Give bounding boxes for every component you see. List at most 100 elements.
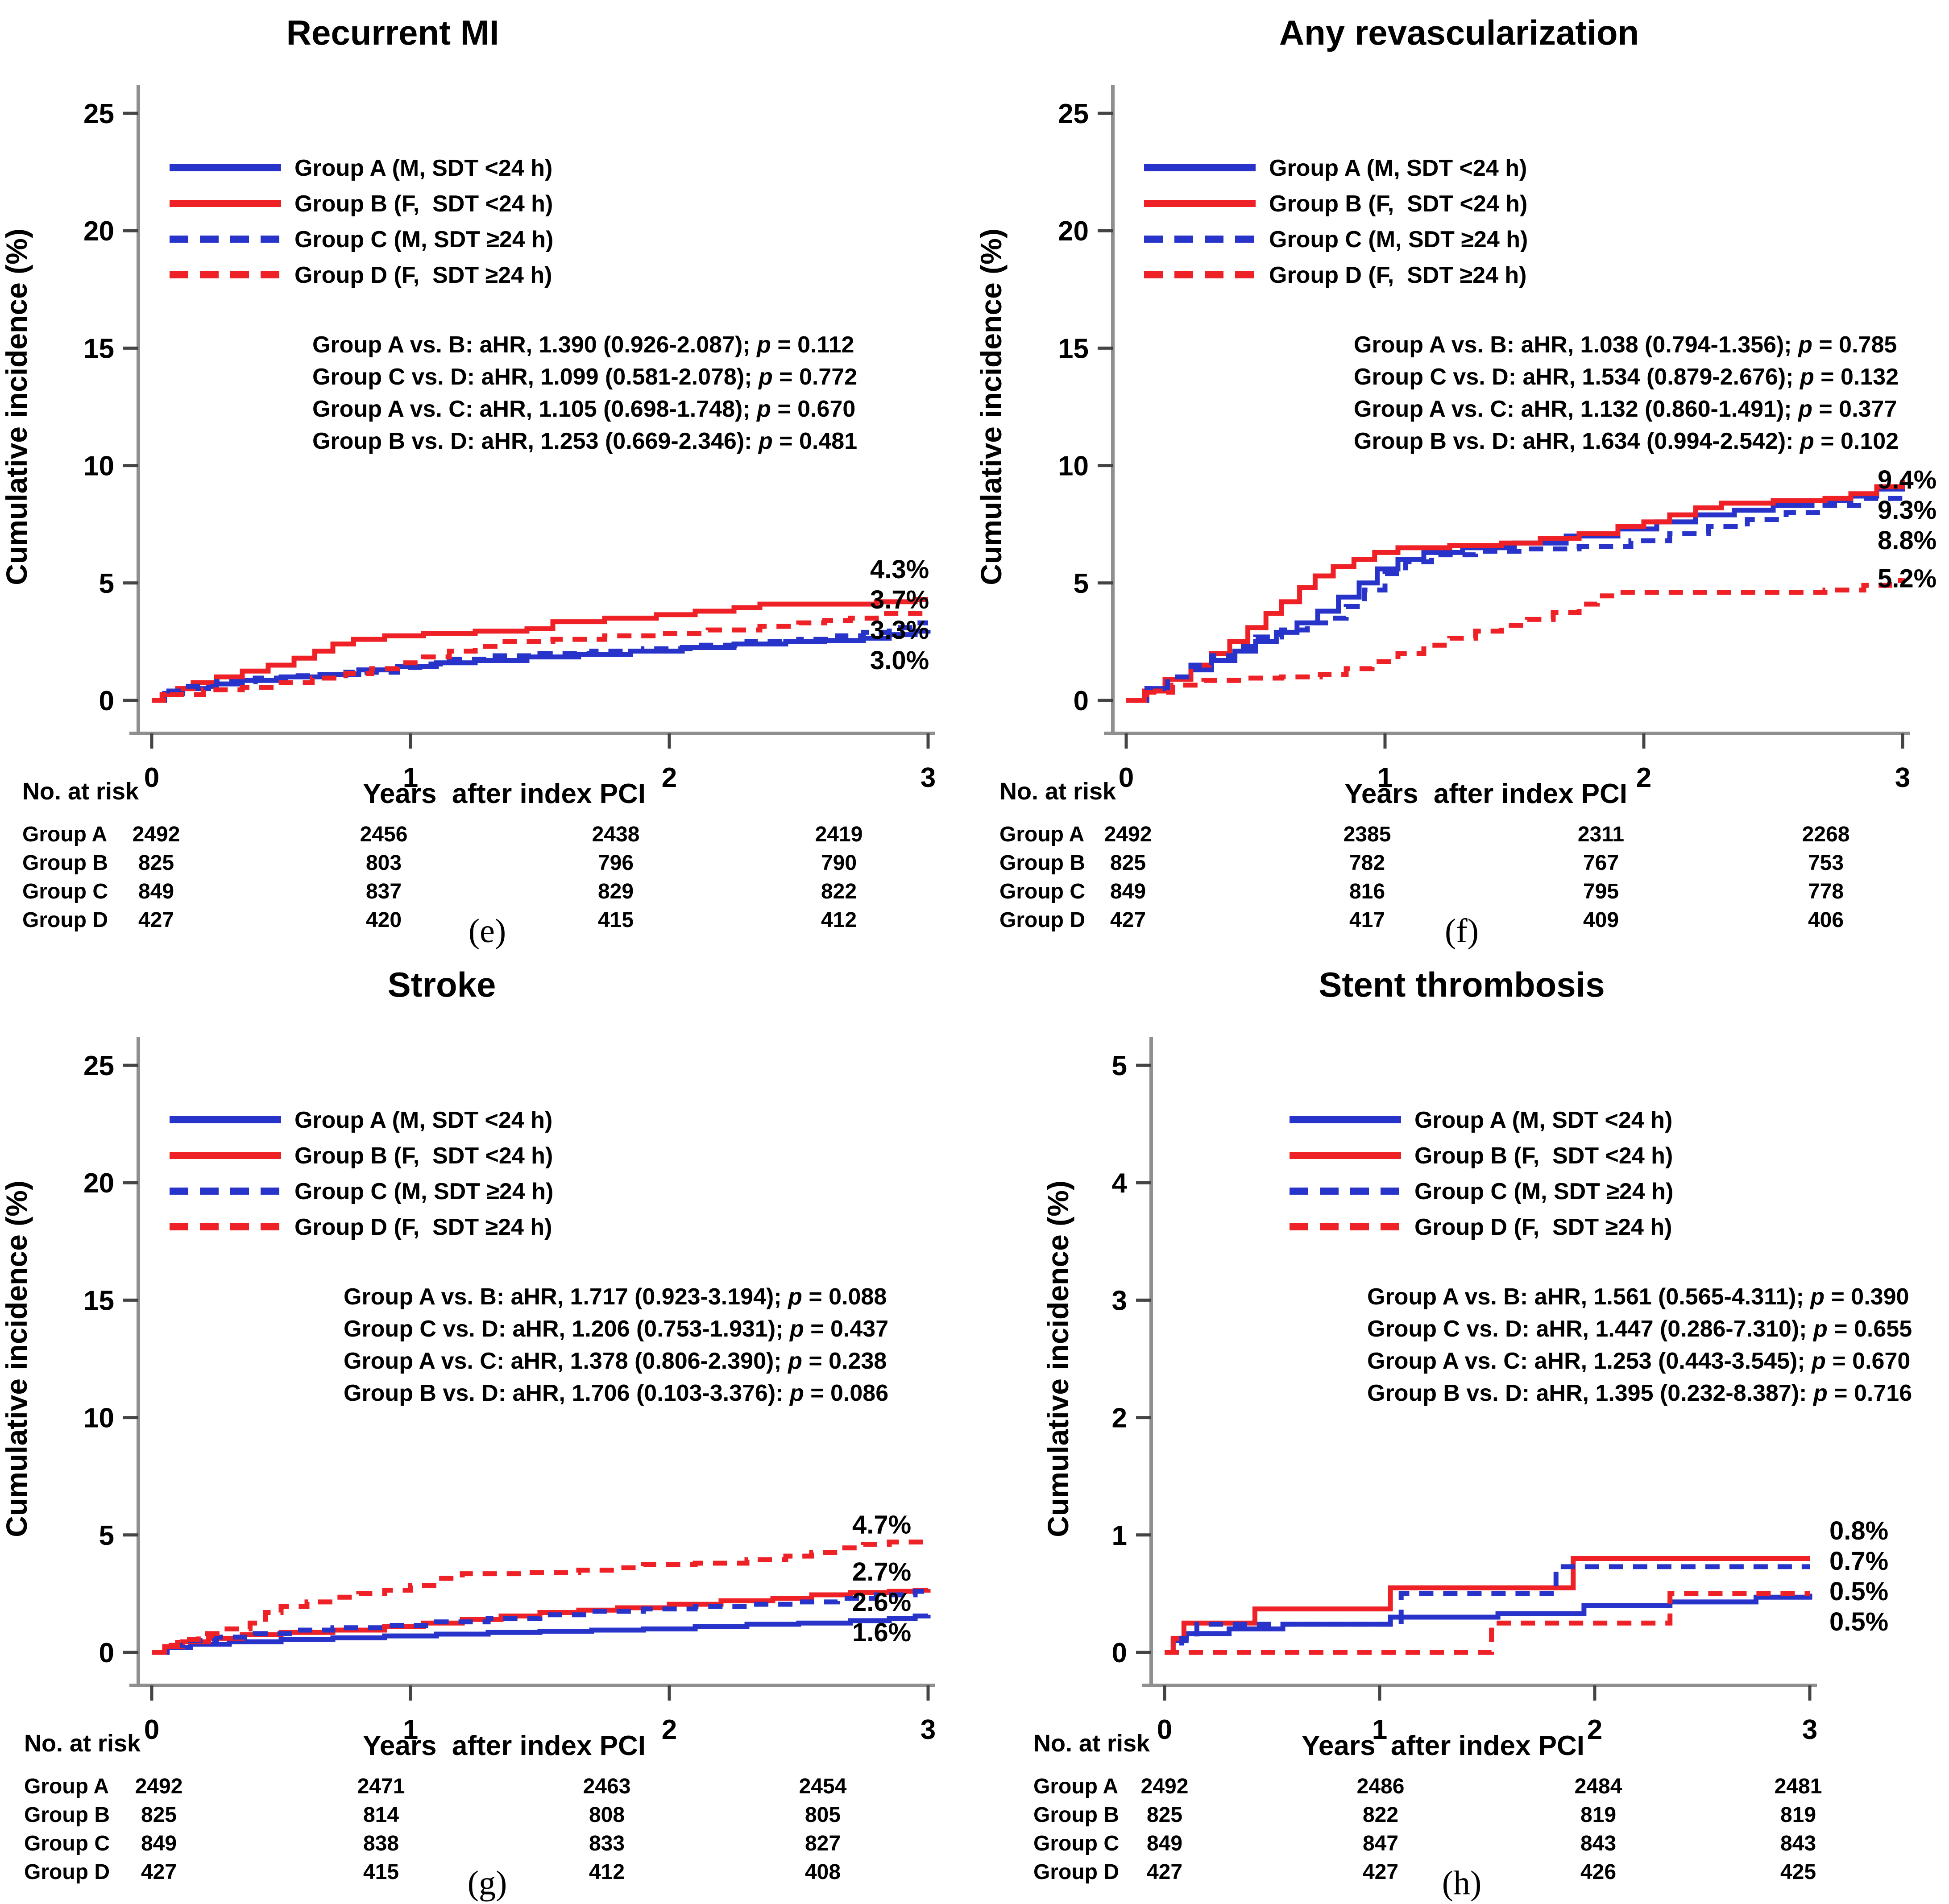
- legend-item-group-A: Group A (M, SDT <24 h): [170, 150, 553, 186]
- legend-label: Group B (F, SDT <24 h): [1269, 190, 1528, 216]
- stat-lead: Group B vs. D: aHR, 1.253 (0.669-2.346):: [312, 427, 759, 454]
- solid-line-swatch-icon: [170, 1116, 281, 1123]
- risk-value: 819: [1580, 1803, 1617, 1827]
- risk-value: 2486: [1356, 1775, 1405, 1799]
- dashed-line-swatch-icon: [170, 1188, 281, 1195]
- end-label-group-B: 0.8%: [1829, 1516, 1888, 1545]
- risk-row-label: Group B: [1033, 1803, 1119, 1827]
- equals-sign: =: [804, 1315, 830, 1342]
- dashed-line-swatch-icon: [170, 1223, 281, 1230]
- risk-row-label: Group D: [22, 908, 108, 932]
- p-value: 0.088: [829, 1283, 887, 1310]
- risk-value: 2481: [1774, 1775, 1822, 1799]
- stat-line: Group A vs. B: aHR, 1.390 (0.926-2.087);…: [312, 328, 857, 360]
- legend-item-group-A: Group A (M, SDT <24 h): [1290, 1102, 1673, 1138]
- y-tick-label: 4: [1112, 1168, 1128, 1199]
- risk-value: 2492: [135, 1775, 183, 1799]
- legend-item-group-B: Group B (F, SDT <24 h): [1144, 186, 1528, 221]
- p-symbol: p: [789, 1379, 804, 1406]
- curve-group-D: [152, 611, 928, 703]
- stat-line: Group B vs. D: aHR, 1.634 (0.994-2.542):…: [1354, 425, 1899, 457]
- legend-label: Group B (F, SDT <24 h): [294, 190, 553, 216]
- risk-value: 837: [365, 880, 402, 904]
- stat-line: Group A vs. B: aHR, 1.038 (0.794-1.356);…: [1354, 328, 1899, 360]
- p-value: 0.716: [1854, 1379, 1912, 1406]
- risk-value: 406: [1808, 908, 1844, 932]
- y-tick-label: 0: [99, 686, 114, 716]
- risk-value: 412: [589, 1860, 625, 1884]
- y-tick-label: 25: [1058, 99, 1089, 129]
- solid-line-swatch-icon: [1144, 200, 1256, 207]
- p-symbol: p: [757, 395, 771, 422]
- stat-line: Group A vs. B: aHR, 1.717 (0.923-3.194);…: [344, 1280, 888, 1312]
- risk-value: 409: [1583, 908, 1619, 932]
- legend-item-group-A: Group A (M, SDT <24 h): [170, 1102, 553, 1138]
- risk-value: 2419: [815, 823, 863, 847]
- legend-label: Group D (F, SDT ≥24 h): [1269, 261, 1527, 288]
- risk-value: 825: [138, 851, 174, 875]
- curve-group-C: [152, 1589, 928, 1655]
- stat-line: Group A vs. C: aHR, 1.105 (0.698-1.748);…: [312, 393, 857, 425]
- x-tick-label: 1: [1377, 762, 1393, 793]
- curve-group-B: [1165, 1556, 1810, 1655]
- hazard-ratio-stats: Group A vs. B: aHR, 1.038 (0.794-1.356);…: [1354, 328, 1899, 457]
- stat-lead: Group C vs. D: aHR, 1.099 (0.581-2.078);: [312, 363, 759, 390]
- p-value: 0.655: [1854, 1315, 1912, 1342]
- p-symbol: p: [1810, 1283, 1825, 1310]
- end-label-group-A: 3.0%: [870, 646, 929, 675]
- risk-value: 778: [1808, 880, 1844, 904]
- stat-lead: Group A vs. C: aHR, 1.253 (0.443-3.545);: [1367, 1347, 1812, 1374]
- equals-sign: =: [1825, 1347, 1853, 1374]
- p-value: 0.086: [830, 1379, 889, 1406]
- risk-value: 427: [1110, 908, 1146, 932]
- panel-stroke: 0 5 10 15 20 25 0 1 2 3 Cumulative incidence (%) 4.…: [0, 952, 974, 1904]
- risk-value: 417: [1349, 908, 1385, 932]
- end-label-group-C: 0.7%: [1829, 1547, 1888, 1576]
- p-value: 0.785: [1839, 331, 1897, 358]
- x-tick-label: 3: [921, 762, 936, 793]
- risk-value: 2492: [1140, 1775, 1189, 1799]
- y-axis-label: Cumulative incidence (%): [0, 1180, 33, 1537]
- panel-title: Stent thrombosis: [1319, 966, 1605, 1005]
- stat-lead: Group A vs. B: aHR, 1.390 (0.926-2.087);: [312, 331, 757, 358]
- stat-lead: Group A vs. B: aHR, 1.038 (0.794-1.356);: [1354, 331, 1799, 358]
- risk-value: 849: [1110, 880, 1146, 904]
- risk-value: 790: [821, 851, 857, 875]
- risk-value: 425: [1780, 1860, 1816, 1884]
- legend-label: Group C (M, SDT ≥24 h): [294, 1177, 554, 1204]
- panel-recurrent-mi: 0 5 10 15 20 25 0 1 2 3 Cumulative incidence (%) 4.…: [0, 0, 974, 952]
- risk-value: 2471: [357, 1775, 405, 1799]
- risk-value: 427: [141, 1860, 177, 1884]
- risk-row-label: Group D: [999, 908, 1085, 932]
- legend-label: Group D (F, SDT ≥24 h): [294, 1213, 552, 1240]
- stat-line: Group B vs. D: aHR, 1.253 (0.669-2.346):…: [312, 425, 857, 457]
- curve-group-C: [1126, 493, 1905, 703]
- panel-title: Stroke: [387, 966, 496, 1005]
- risk-row-label: Group C: [24, 1832, 110, 1856]
- stat-lead: Group A vs. C: aHR, 1.132 (0.860-1.491);: [1354, 395, 1799, 422]
- risk-value: 415: [363, 1860, 399, 1884]
- p-value: 0.102: [1841, 427, 1899, 454]
- stat-lead: Group C vs. D: aHR, 1.447 (0.286-7.310);: [1367, 1315, 1813, 1342]
- stat-line: Group C vs. D: aHR, 1.099 (0.581-2.078);…: [312, 360, 857, 393]
- no-at-risk-title: No. at risk: [999, 778, 1116, 805]
- p-value: 0.670: [797, 395, 856, 422]
- equals-sign: =: [1812, 395, 1839, 422]
- y-tick-label: 15: [83, 1285, 114, 1316]
- risk-value: 427: [138, 908, 174, 932]
- end-label-group-C: 3.3%: [870, 616, 929, 645]
- no-at-risk-title: No. at risk: [1033, 1730, 1150, 1757]
- risk-row-label: Group A: [22, 823, 108, 847]
- x-tick-label: 0: [1119, 762, 1134, 793]
- risk-value: 829: [597, 880, 634, 904]
- legend-item-group-D: Group D (F, SDT ≥24 h): [1144, 257, 1528, 293]
- legend-label: Group C (M, SDT ≥24 h): [294, 225, 554, 252]
- risk-value: 2484: [1574, 1775, 1622, 1799]
- x-tick-label: 3: [921, 1714, 936, 1745]
- solid-line-swatch-icon: [1290, 1152, 1401, 1159]
- risk-value: 808: [589, 1803, 625, 1827]
- dashed-line-swatch-icon: [1290, 1188, 1401, 1195]
- x-tick-label: 2: [662, 1714, 677, 1745]
- x-tick-label: 1: [403, 762, 418, 793]
